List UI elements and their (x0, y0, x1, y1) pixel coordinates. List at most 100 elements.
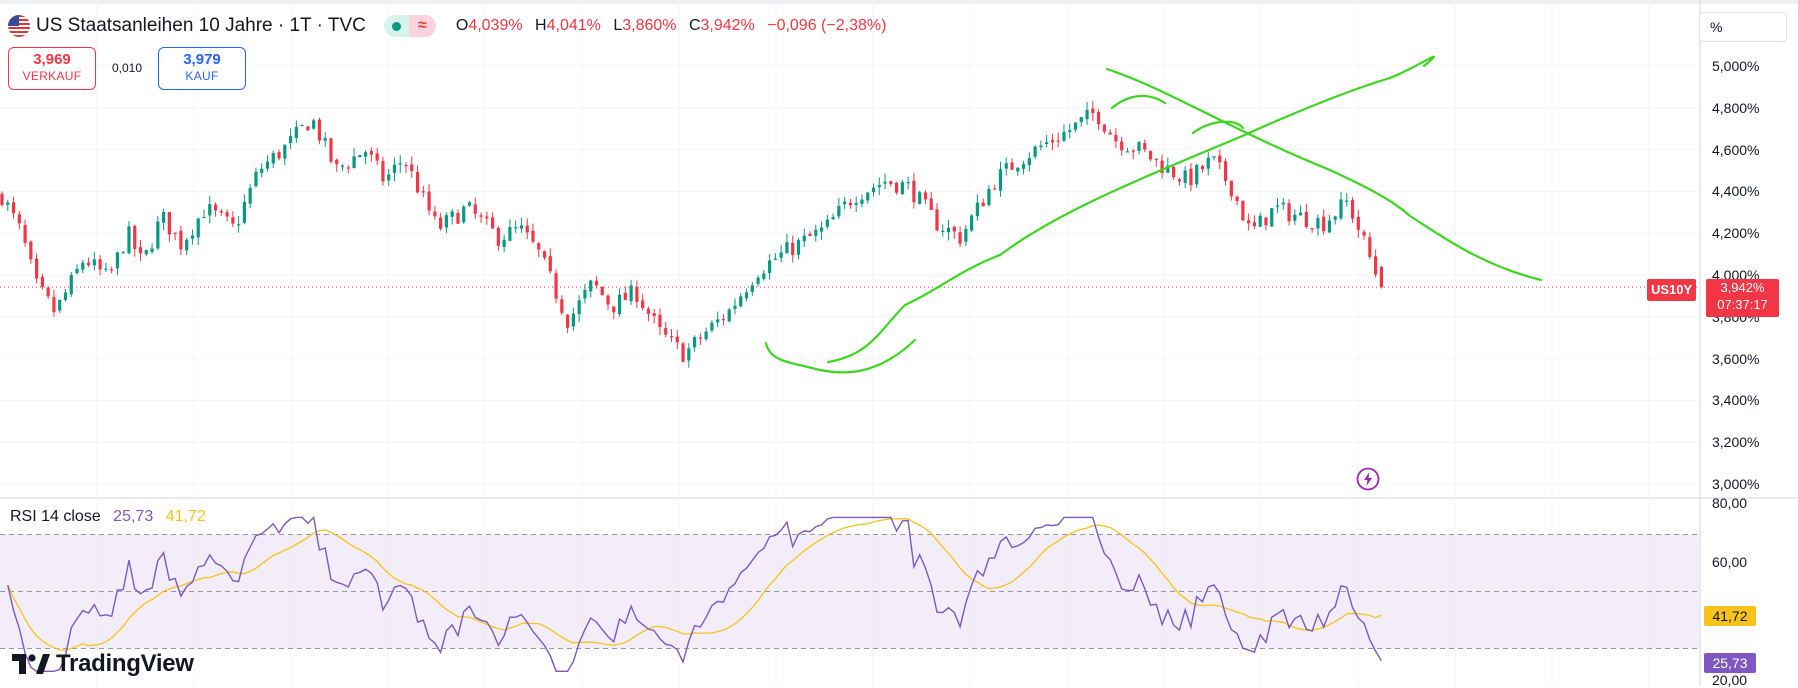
candle-body (352, 156, 356, 168)
candle-body (346, 167, 350, 169)
candle-body (646, 308, 651, 314)
candle-body (641, 300, 645, 308)
rsi-legend[interactable]: RSI 14 close 25,73 41,72 (10, 508, 206, 526)
candle-body (1108, 132, 1112, 135)
candle-body (11, 202, 16, 214)
candle-body (485, 216, 489, 219)
candle-body (375, 153, 379, 161)
candle-body (1212, 156, 1216, 158)
candle-body (785, 242, 789, 254)
candle-body (1327, 220, 1332, 233)
candle-body (871, 187, 876, 192)
candle-body (381, 160, 385, 182)
lightning-icon[interactable] (1356, 467, 1380, 491)
candle-body (387, 174, 391, 181)
candle-body (508, 226, 512, 241)
candle-body (1177, 179, 1181, 182)
candle-body (819, 227, 824, 232)
rsi-ma-value: 41,72 (165, 508, 206, 525)
candle-body (894, 182, 899, 193)
candle-body (669, 336, 674, 338)
market-status[interactable]: ≈ (383, 15, 436, 37)
candle-body (1004, 163, 1008, 169)
candle-body (866, 192, 870, 201)
candle-body (589, 280, 593, 292)
candle-body (629, 285, 633, 302)
candle-body (81, 262, 85, 270)
candle-body (1091, 108, 1095, 114)
price-axis-tick: 3,400% (1712, 392, 1760, 409)
candle-body (1160, 160, 1164, 174)
candle-body (1368, 237, 1372, 257)
candle-body (63, 292, 68, 300)
candle-body (179, 230, 183, 250)
candle-body (237, 224, 241, 226)
candle-body (104, 268, 108, 270)
candle-body (473, 204, 477, 214)
candle-body (710, 322, 714, 331)
candle-body (675, 336, 679, 343)
candle-body (35, 258, 39, 279)
candle-body (283, 144, 287, 159)
candle-body (1241, 200, 1245, 221)
candle-body (231, 217, 235, 224)
candle-body (306, 126, 310, 131)
candle-body (808, 233, 812, 236)
candle-body (415, 172, 420, 193)
candle-body (110, 269, 114, 271)
candle-body (900, 182, 904, 194)
candle-body (612, 306, 616, 313)
top-bar (0, 0, 1798, 4)
candle-body (981, 202, 985, 207)
candle-body (450, 211, 454, 217)
tradingview-logo[interactable]: TradingView (12, 650, 194, 678)
last-price: 3,942% (1720, 280, 1765, 295)
candle-body (219, 210, 223, 213)
candle-body (600, 286, 604, 296)
candle-body (606, 295, 610, 305)
candle-body (1333, 216, 1337, 220)
sell-button[interactable]: 3,969 VERKAUF (8, 47, 96, 90)
candle-body (791, 242, 795, 255)
candle-body (185, 239, 189, 251)
buy-button[interactable]: 3,979 KAUF (158, 47, 246, 90)
candle-body (1356, 216, 1360, 230)
candle-body (1206, 157, 1210, 169)
scale-mode-button[interactable]: % (1699, 12, 1787, 42)
candle-body (190, 235, 195, 239)
candle-body (456, 212, 460, 224)
candle-body (531, 230, 535, 242)
candle-body (704, 331, 708, 340)
candle-body (837, 205, 841, 217)
candle-body (698, 337, 702, 339)
candle-body (779, 252, 783, 258)
candle-body (519, 225, 524, 229)
candle-body (739, 296, 743, 307)
trend-drawing (1105, 67, 1543, 282)
candle-body (133, 225, 137, 249)
candle-body (1021, 164, 1026, 169)
candle-body (762, 273, 766, 279)
candle-body (156, 221, 160, 249)
candle-body (721, 318, 726, 321)
candle-body (208, 204, 212, 216)
candle-body (1096, 112, 1101, 125)
candle-body (6, 202, 10, 205)
symbol-title[interactable]: US Staatsanleihen 10 Jahre · 1T · TVC (36, 15, 366, 36)
last-price-badge: 3,942% 07:37:17 (1706, 279, 1779, 317)
candle-body (635, 286, 639, 302)
candle-body (0, 193, 4, 205)
rsi-axis-tick: 60,00 (1712, 554, 1748, 570)
trend-drawing (1110, 94, 1167, 110)
candle-body (502, 239, 506, 247)
candle-body (173, 232, 177, 234)
candle-body (288, 135, 293, 144)
candle-body (242, 202, 247, 223)
candle-body (623, 293, 627, 301)
candle-body (1148, 150, 1153, 160)
candle-body (86, 262, 91, 266)
candle-body (1056, 140, 1060, 142)
candle-body (317, 119, 322, 141)
candle-body (941, 230, 945, 232)
